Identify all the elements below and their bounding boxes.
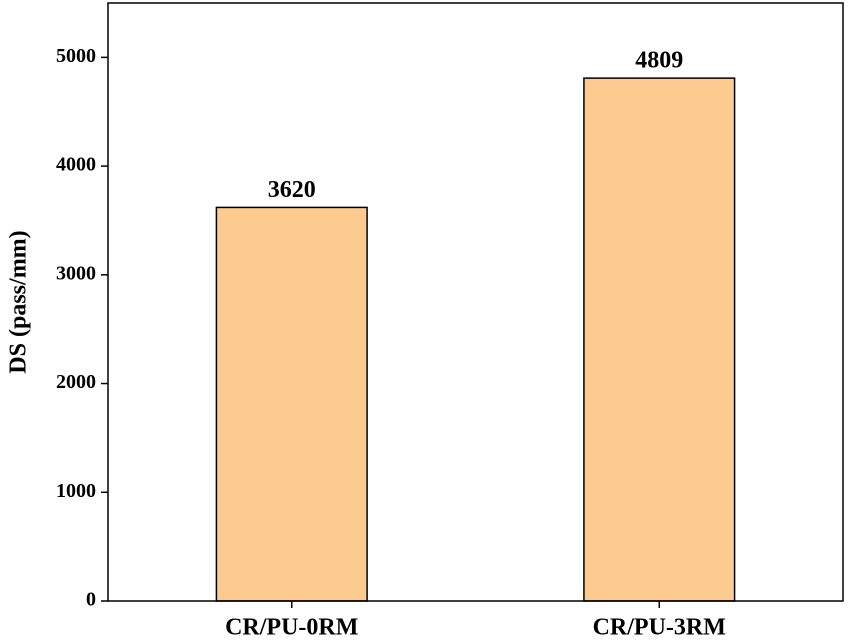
y-tick-label: 3000 [56,262,96,284]
y-axis-title: DS (pass/mm) [6,230,32,373]
bar [215,206,368,602]
value-label: 3620 [268,177,316,203]
x-tick-label: CR/PU-0RM [225,615,358,641]
value-label: 4809 [635,48,683,74]
y-tick-label: 5000 [56,45,96,67]
y-tick-label: 1000 [56,480,96,502]
x-tick-label: CR/PU-3RM [593,615,726,641]
y-tick-label: 2000 [56,371,96,393]
y-tick-label: 4000 [56,154,96,176]
plot-frame [107,2,844,602]
bar [583,77,736,602]
y-tick-label: 0 [86,589,96,611]
